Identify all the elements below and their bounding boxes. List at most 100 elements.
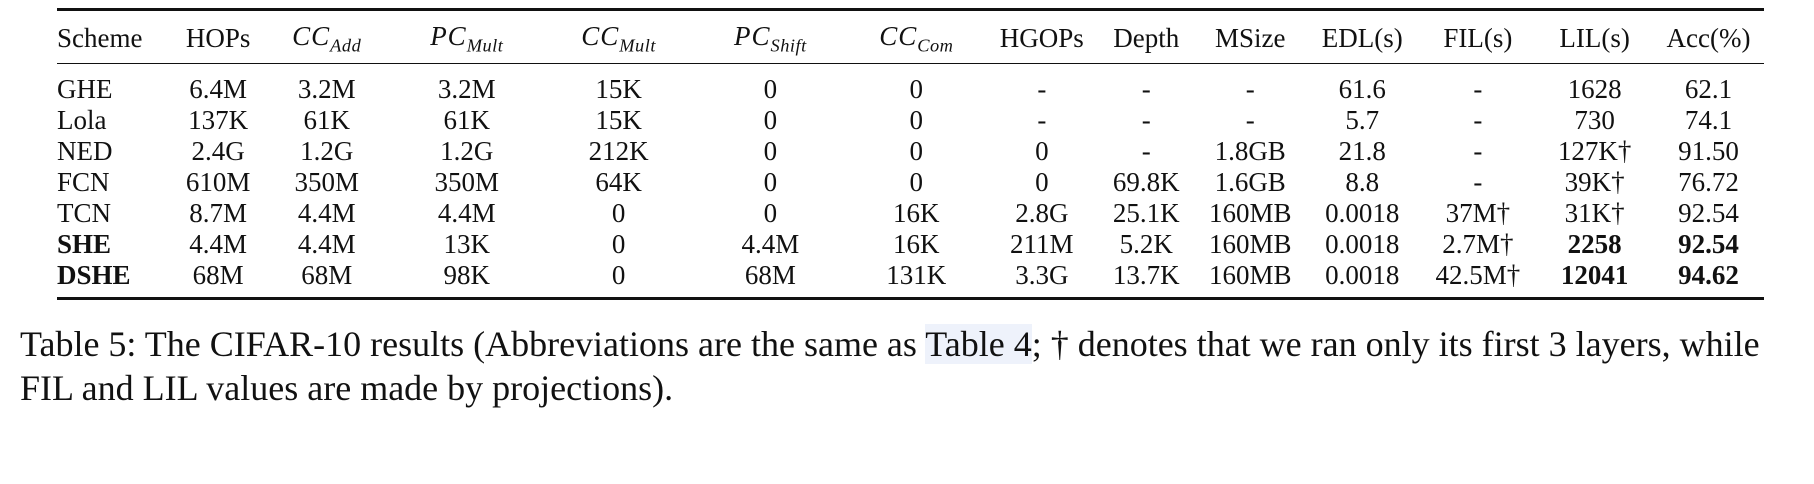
table-cell: 137K	[188, 105, 249, 136]
scheme-name-cell: DSHE	[57, 260, 131, 291]
table-cell: 68M	[192, 260, 244, 291]
table-cell: 4.4M	[437, 198, 496, 229]
table-cell: 2.7M†	[1442, 229, 1514, 260]
math-header-subscript: Mult	[466, 34, 504, 55]
math-header-subscript: Add	[330, 34, 362, 55]
table-cell: -	[1245, 105, 1255, 136]
column-header: LIL(s)	[1559, 22, 1630, 53]
table-cell: 0	[909, 105, 924, 136]
top-rule	[57, 8, 1764, 11]
table-4-reference-link[interactable]: Table 4	[925, 324, 1032, 364]
table-cell: 4.4M	[741, 229, 800, 260]
table-cell: 3.3G	[1015, 260, 1069, 291]
table-cell: 6.4M	[189, 74, 247, 105]
table-cell: 127K†	[1557, 136, 1632, 167]
table-cell: 0	[763, 167, 778, 198]
table-cell: 2.4G	[191, 136, 245, 167]
math-header-label: PCShift	[734, 20, 807, 55]
table-cell: 160MB	[1208, 229, 1292, 260]
table-header-row: Scheme HOPs CCAdd PCMult CCMult PCShift CCCom H…	[57, 11, 1764, 63]
table-cell: -	[1141, 136, 1151, 167]
table-cell: 0	[763, 105, 778, 136]
scheme-name-cell: NED	[57, 136, 113, 167]
scheme-name-cell: GHE	[57, 74, 113, 105]
cifar10-results-table: Scheme HOPs CCAdd PCMult CCMult PCShift CCCom H…	[57, 11, 1764, 298]
table-cell: 61.6	[1338, 74, 1386, 105]
table-cell: 94.62	[1678, 260, 1739, 291]
table-cell: 0	[1035, 167, 1049, 198]
table-body: GHE 6.4M 3.2M 3.2M 15K 0 0- - -61.6-1628 62.1 Lola…	[57, 64, 1764, 297]
table-cell: 0	[611, 198, 626, 229]
table-cell: 0	[611, 260, 626, 291]
table-cell: -	[1141, 105, 1151, 136]
header-rule	[57, 62, 1764, 65]
table-cell: 42.5M†	[1435, 260, 1521, 291]
table-cell: 1.2G	[440, 136, 494, 167]
scheme-name-cell: TCN	[57, 198, 111, 229]
table-cell: 0	[611, 229, 626, 260]
caption-suffix: ; † denotes that we ran only its first 3…	[20, 324, 1760, 408]
table-cell: -	[1473, 136, 1483, 167]
table-row: FCN 610M 350M 350M 64K 0 0 0 69.8K 1.6GB 8.8 - 39K† 7…	[57, 167, 1764, 198]
table-cell: 31K†	[1564, 198, 1625, 229]
table-cell: 610M	[185, 167, 251, 198]
table-cell: 91.50	[1678, 136, 1739, 167]
table-cell: 5.7	[1345, 105, 1380, 136]
table-cell: 212K	[588, 136, 649, 167]
table-cell: 4.4M	[189, 229, 247, 260]
bottom-rule	[57, 297, 1764, 300]
table-cell: 21.8	[1338, 136, 1386, 167]
column-header: PCShift	[694, 11, 846, 63]
table-row: Lola 137K 61K 61K 15K 0 0 - - - 5.7 - 730 74.1	[57, 105, 1764, 136]
table-cell: -	[1037, 105, 1047, 136]
table-cell: 5.2K	[1119, 229, 1173, 260]
table-cell: 2258	[1567, 229, 1622, 260]
table-cell: -	[1141, 74, 1151, 105]
table-cell: 16K	[893, 198, 940, 229]
table-cell: 15K	[595, 105, 642, 136]
table-cell: 92.54	[1678, 229, 1739, 260]
math-header-subscript: Mult	[619, 34, 656, 55]
math-header-base: CC	[292, 20, 331, 51]
table-cell: 730	[1574, 105, 1615, 136]
table-cell: 8.7M	[189, 198, 247, 229]
scheme-name-cell: SHE	[57, 229, 112, 260]
table-cell: 61K	[303, 105, 350, 136]
table-cell: -	[1473, 74, 1483, 105]
table-cell: 160MB	[1208, 260, 1292, 291]
column-header: MSize	[1214, 22, 1286, 53]
table-cell: 0	[763, 136, 778, 167]
table-cell: 64K	[595, 167, 642, 198]
table-cell: 98K	[443, 260, 491, 291]
column-header: Depth	[1113, 22, 1180, 53]
column-header: Acc(%)	[1666, 22, 1751, 53]
table-row: GHE 6.4M 3.2M 3.2M 15K 0 0 - - - 61.6 - 1628 62.1	[57, 64, 1764, 105]
table-cell: 2.8G	[1015, 198, 1069, 229]
math-header-base: CC	[581, 20, 620, 51]
table-cell: 160MB	[1208, 198, 1292, 229]
header-rule-row	[57, 62, 1764, 65]
table-cell: 39K†	[1564, 167, 1625, 198]
math-header-base: PC	[734, 20, 771, 51]
column-header: CCCom	[846, 11, 986, 63]
table-cell: 1.8GB	[1214, 136, 1286, 167]
table-cell: 13K	[443, 229, 491, 260]
table-cell: -	[1473, 105, 1483, 136]
math-header-subscript: Shift	[770, 34, 807, 55]
column-header: PCMult	[391, 11, 543, 63]
table-cell: 62.1	[1684, 74, 1733, 105]
scheme-name-cell: FCN	[57, 167, 110, 198]
table-cell: 16K	[893, 229, 940, 260]
table-cell: 37M†	[1445, 198, 1511, 229]
table-cell: -	[1037, 74, 1047, 105]
table-cell: 0.0018	[1325, 198, 1400, 229]
math-header-label: CCCom	[879, 21, 953, 55]
math-header-base: PC	[430, 20, 467, 51]
table-cell: 8.8	[1345, 167, 1380, 198]
table-cell: 74.1	[1684, 105, 1733, 136]
table-cell: 350M	[434, 167, 500, 198]
table-cell: 25.1K	[1112, 198, 1180, 229]
table-cell: 68M	[301, 260, 353, 291]
table-cell: 92.54	[1678, 198, 1739, 229]
math-header-label: CCMult	[581, 20, 656, 55]
